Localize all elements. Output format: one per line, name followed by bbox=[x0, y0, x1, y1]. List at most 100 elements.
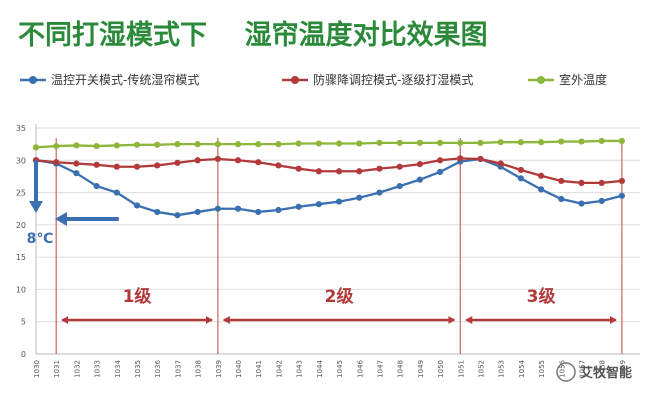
data-point bbox=[618, 137, 625, 145]
data-point bbox=[356, 140, 363, 147]
data-point bbox=[537, 139, 545, 146]
data-point bbox=[295, 165, 302, 172]
data-point bbox=[356, 168, 363, 175]
level-label: 1级 bbox=[123, 286, 152, 307]
data-point bbox=[295, 140, 302, 147]
data-point bbox=[396, 183, 403, 190]
x-tick-label: 1031 bbox=[53, 360, 61, 378]
x-tick-label: 1044 bbox=[316, 359, 324, 377]
data-point bbox=[517, 175, 524, 182]
legend-label: 防骤降调控模式-逐级打湿模式 bbox=[313, 72, 473, 87]
data-point bbox=[315, 140, 322, 147]
y-axis: 0 5 10 15 20 25 30 35 bbox=[16, 124, 26, 359]
drop-annotation: 8℃ bbox=[27, 160, 119, 247]
y-tick-label: 20 bbox=[16, 221, 26, 230]
y-tick-label: 5 bbox=[21, 318, 26, 327]
data-point bbox=[598, 197, 605, 205]
x-tick-label: 1043 bbox=[296, 360, 304, 378]
data-point bbox=[315, 201, 322, 208]
data-point bbox=[133, 141, 141, 148]
x-tick-label: 1039 bbox=[215, 360, 223, 378]
x-tick-label: 1042 bbox=[275, 360, 283, 378]
data-point bbox=[618, 177, 625, 185]
x-axis: 1030 1031 1032 1033 1034 1035 1036 1037 1038 1039… bbox=[33, 359, 627, 377]
x-tick-label: 1032 bbox=[73, 360, 81, 378]
data-point bbox=[436, 168, 444, 176]
data-point bbox=[335, 140, 343, 147]
legend-swatch-marker bbox=[291, 76, 299, 84]
series-group bbox=[32, 137, 625, 219]
data-point bbox=[53, 159, 60, 166]
legend-swatch-marker bbox=[537, 76, 545, 84]
drop-label: 8℃ bbox=[27, 231, 54, 247]
x-tick-label: 1053 bbox=[498, 360, 506, 378]
data-point bbox=[93, 142, 100, 150]
data-point bbox=[558, 177, 565, 185]
data-point bbox=[113, 142, 120, 149]
x-tick-label: 1041 bbox=[255, 360, 263, 378]
data-point bbox=[174, 212, 181, 219]
data-point bbox=[73, 170, 80, 177]
data-point bbox=[154, 208, 161, 216]
data-point bbox=[457, 155, 464, 162]
data-point bbox=[194, 141, 201, 148]
data-point bbox=[335, 168, 343, 175]
level-label: 3级 bbox=[527, 286, 556, 307]
watermark: 艾牧智能 bbox=[556, 362, 632, 382]
data-point bbox=[335, 198, 343, 205]
x-tick-label: 1030 bbox=[33, 360, 41, 378]
data-point bbox=[214, 141, 221, 148]
data-point bbox=[477, 155, 484, 163]
data-point bbox=[73, 142, 80, 149]
x-tick-label: 1055 bbox=[538, 360, 546, 378]
data-point bbox=[376, 139, 383, 146]
data-point bbox=[416, 139, 423, 146]
data-point bbox=[214, 205, 221, 212]
data-point bbox=[315, 168, 322, 175]
data-point bbox=[537, 172, 545, 179]
data-point bbox=[73, 160, 80, 167]
data-point bbox=[234, 141, 242, 148]
x-tick-label: 1047 bbox=[376, 360, 384, 378]
level-dividers bbox=[55, 138, 623, 354]
data-point bbox=[517, 166, 524, 174]
data-point bbox=[436, 157, 444, 164]
data-point bbox=[93, 161, 100, 168]
data-point bbox=[214, 155, 221, 163]
data-point bbox=[537, 186, 545, 193]
x-tick-label: 1046 bbox=[356, 359, 364, 377]
data-point bbox=[376, 165, 383, 172]
data-point bbox=[578, 200, 585, 207]
level-label: 2级 bbox=[325, 286, 354, 307]
data-point bbox=[578, 179, 585, 186]
y-tick-label: 25 bbox=[16, 189, 26, 198]
data-point bbox=[154, 141, 161, 148]
data-point bbox=[477, 139, 484, 146]
data-point bbox=[497, 139, 504, 146]
legend-label: 室外温度 bbox=[559, 72, 607, 87]
legend-label: 温控开关模式-传统湿帘模式 bbox=[51, 72, 199, 87]
data-point bbox=[457, 139, 464, 146]
data-point bbox=[376, 189, 383, 196]
data-point bbox=[598, 137, 605, 145]
data-point bbox=[356, 194, 363, 201]
y-tick-label: 30 bbox=[16, 156, 26, 165]
data-point bbox=[396, 139, 403, 146]
data-point bbox=[598, 179, 605, 186]
x-tick-label: 1035 bbox=[134, 360, 142, 378]
data-point bbox=[396, 163, 403, 170]
watermark-text: 艾牧智能 bbox=[580, 365, 632, 381]
x-tick-label: 1037 bbox=[174, 360, 182, 378]
y-tick-label: 0 bbox=[21, 350, 26, 359]
data-point bbox=[234, 205, 242, 212]
data-point bbox=[618, 192, 625, 199]
data-point bbox=[194, 157, 201, 164]
data-point bbox=[194, 208, 201, 216]
x-tick-label: 1056 bbox=[558, 359, 566, 377]
series-line bbox=[35, 157, 623, 185]
data-point bbox=[53, 142, 60, 150]
data-point bbox=[436, 139, 444, 146]
x-tick-label: 1057 bbox=[578, 360, 586, 378]
legend: 温控开关模式-传统湿帘模式 防骤降调控模式-逐级打湿模式 室外温度 bbox=[20, 72, 607, 87]
